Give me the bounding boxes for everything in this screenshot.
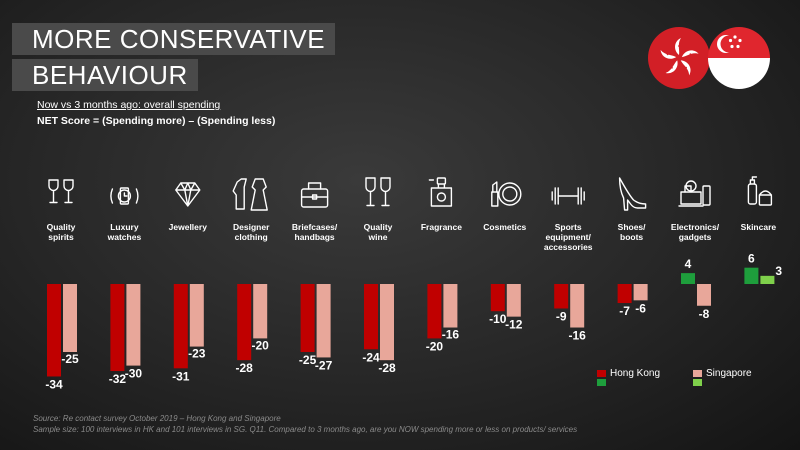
value-label: -28: [378, 361, 396, 375]
value-label: -24: [362, 350, 380, 364]
bar-hong-kong: [554, 284, 569, 309]
watch-icon: [110, 187, 139, 205]
value-label: -27: [315, 358, 333, 372]
bar-singapore: [253, 284, 268, 339]
sample-note: Sample size: 100 interviews in HK and 10…: [33, 425, 578, 434]
bar-hong-kong: [744, 267, 759, 284]
category-label: Sports equipment/accessories: [544, 222, 593, 252]
category-label: Shoes/boots: [618, 222, 647, 242]
value-label: -7: [619, 304, 630, 318]
bar-singapore: [63, 284, 77, 352]
value-label: -8: [699, 307, 710, 321]
value-label: -25: [299, 353, 317, 367]
bar-singapore: [316, 284, 331, 358]
title-line-2: BEHAVIOUR: [12, 59, 198, 91]
bar-singapore: [570, 284, 585, 328]
value-label: -23: [188, 347, 206, 361]
net-score-definition: NET Score = (Spending more) – (Spending …: [37, 115, 276, 127]
legend-hong-kong: Hong Kong: [610, 368, 661, 379]
diamond-icon: [175, 182, 201, 207]
source-note: Source: Re contact survey October 2019 –…: [33, 414, 281, 423]
bar-hong-kong: [364, 284, 378, 350]
value-label: -9: [556, 309, 567, 323]
chart-subtitle: Now vs 3 months ago: overall spending: [37, 99, 221, 111]
category-label: Electronics/gadgets: [671, 222, 720, 242]
value-label: 6: [748, 252, 755, 266]
category-label: Skincare: [741, 222, 777, 232]
value-label: 3: [775, 264, 782, 278]
category-label: Jewellery: [169, 222, 208, 232]
value-label: -31: [172, 369, 190, 383]
bar-singapore: [633, 284, 648, 301]
category-label: Briefcases/handbags: [292, 222, 338, 242]
bar-singapore: [443, 284, 458, 328]
category-label: Designer clothing: [233, 222, 270, 242]
category-label: Fragrance: [421, 222, 462, 232]
bar-hong-kong: [237, 284, 252, 361]
bag-icon: [300, 182, 329, 208]
legend-singapore: Singapore: [706, 368, 752, 379]
category-label: Luxury watches: [107, 222, 142, 242]
value-label: -34: [45, 377, 63, 391]
value-label: -12: [505, 318, 523, 332]
value-label: -20: [426, 339, 444, 353]
legend-sg-negative-swatch: [693, 370, 702, 377]
value-label: -16: [442, 328, 460, 342]
bar-hong-kong: [173, 284, 188, 369]
category-label: Quality wine: [364, 222, 393, 242]
bar-singapore: [697, 284, 711, 306]
bar-singapore: [760, 275, 775, 284]
bar-hong-kong: [110, 284, 125, 372]
cosmetics-icon: [491, 181, 522, 207]
value-label: -16: [569, 329, 587, 343]
glasses-icon: [48, 179, 74, 204]
shoe-icon: [618, 177, 647, 211]
bar-singapore: [189, 284, 204, 347]
value-label: -28: [236, 361, 254, 375]
perfume-icon: [428, 177, 453, 207]
skincare-icon: [747, 176, 773, 206]
bar-singapore: [380, 284, 394, 361]
value-label: 4: [685, 257, 692, 271]
bar-hong-kong: [490, 284, 505, 312]
category-label: Quality spirits: [47, 222, 76, 242]
legend-hk-positive-swatch: [597, 379, 606, 386]
bar-hong-kong: [300, 284, 315, 352]
clothing-icon: [232, 178, 268, 211]
bar-hong-kong: [617, 284, 632, 304]
title-line-1: MORE CONSERVATIVE: [12, 23, 336, 55]
bar-hong-kong: [681, 273, 695, 284]
bar-singapore: [126, 284, 141, 366]
legend-hk-negative-swatch: [597, 370, 606, 377]
dumbbell-icon: [551, 187, 585, 205]
value-label: -6: [635, 301, 646, 315]
wine-icon: [365, 177, 391, 207]
electronics-icon: [678, 180, 711, 207]
legend-sg-positive-swatch: [693, 379, 702, 386]
bar-singapore: [506, 284, 521, 317]
category-label: Cosmetics: [483, 222, 526, 232]
value-label: -10: [489, 312, 507, 326]
value-label: -25: [61, 352, 79, 366]
value-label: -30: [125, 367, 143, 381]
value-label: -20: [252, 338, 270, 352]
bar-hong-kong: [47, 284, 61, 377]
hong-kong-flag-icon: [648, 27, 710, 89]
value-label: -32: [109, 372, 127, 386]
bar-hong-kong: [427, 284, 442, 339]
